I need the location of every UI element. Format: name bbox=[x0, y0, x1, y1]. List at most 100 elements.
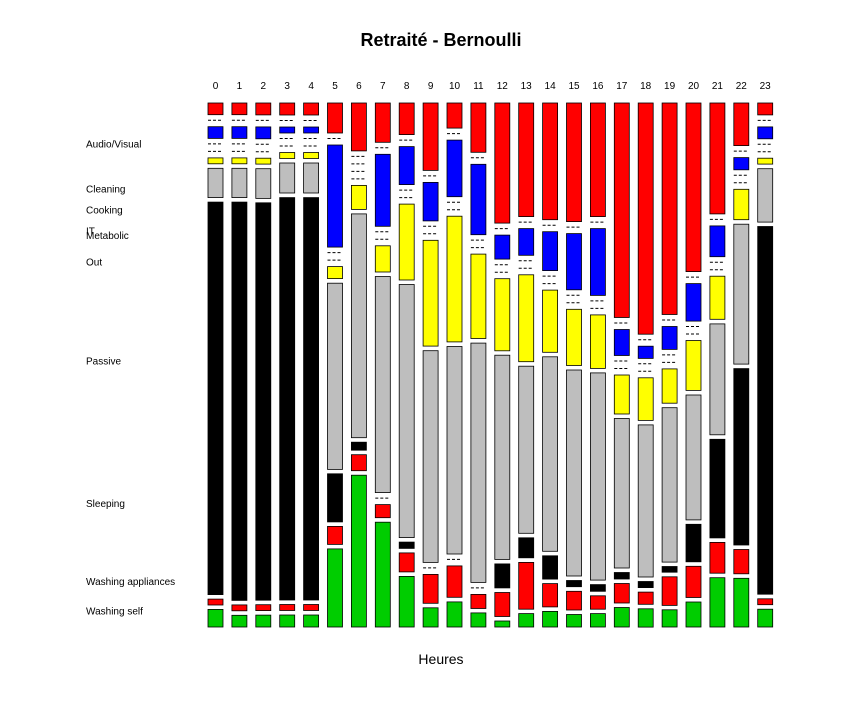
mosaic-cell bbox=[542, 611, 558, 628]
category-label: Washing self bbox=[86, 607, 143, 618]
hour-tick-label: 0 bbox=[213, 81, 219, 92]
mosaic-cell bbox=[518, 365, 535, 534]
mosaic-cell bbox=[279, 162, 296, 194]
mosaic-cell bbox=[566, 102, 582, 222]
mosaic-cell bbox=[374, 102, 391, 143]
mosaic-cell bbox=[518, 613, 535, 628]
hour-tick-label: 5 bbox=[332, 81, 338, 92]
mosaic-cell bbox=[566, 308, 582, 366]
mosaic-cell bbox=[398, 284, 415, 539]
mosaic-cell bbox=[231, 157, 248, 165]
hour-tick-label: 2 bbox=[261, 81, 267, 92]
mosaic-cell bbox=[255, 604, 272, 612]
mosaic-cell bbox=[613, 583, 630, 604]
mosaic-cell bbox=[661, 576, 678, 606]
hour-tick-label: 4 bbox=[308, 81, 314, 92]
mosaic-cell bbox=[422, 607, 439, 628]
mosaic-cell bbox=[327, 266, 343, 280]
mosaic-cell bbox=[398, 102, 415, 136]
mosaic-cell bbox=[733, 102, 750, 146]
mosaic-cell bbox=[470, 342, 487, 583]
mosaic-cell bbox=[590, 372, 606, 581]
mosaic-cell bbox=[494, 563, 511, 589]
hour-tick-label: 13 bbox=[521, 81, 533, 92]
mosaic-cell bbox=[446, 565, 463, 598]
mosaic-cell bbox=[231, 201, 248, 601]
mosaic-cell bbox=[207, 157, 224, 165]
mosaic-cell bbox=[590, 228, 606, 296]
mosaic-cell bbox=[398, 146, 415, 186]
mosaic-cell bbox=[733, 188, 750, 221]
mosaic-cell bbox=[566, 580, 582, 588]
hour-tick-label: 1 bbox=[237, 81, 243, 92]
mosaic-cell bbox=[374, 504, 391, 519]
mosaic-cell bbox=[494, 278, 511, 352]
mosaic-cell bbox=[374, 245, 391, 273]
mosaic-cell bbox=[350, 102, 367, 152]
mosaic-cell bbox=[661, 326, 678, 350]
mosaic-cell bbox=[446, 102, 463, 129]
hour-tick-label: 19 bbox=[664, 81, 676, 92]
mosaic-cell bbox=[255, 126, 272, 140]
hour-tick-label: 10 bbox=[449, 81, 461, 92]
mosaic-cell bbox=[279, 197, 296, 601]
mosaic-cell bbox=[613, 374, 630, 415]
mosaic-cell bbox=[350, 213, 367, 439]
mosaic-cell bbox=[637, 591, 654, 605]
category-label: Out bbox=[86, 257, 102, 268]
mosaic-cell bbox=[518, 102, 535, 217]
mosaic-cell bbox=[446, 139, 463, 198]
mosaic-cell bbox=[637, 377, 654, 421]
mosaic-cell bbox=[398, 541, 415, 549]
mosaic-cell bbox=[685, 565, 702, 598]
mosaic-cell bbox=[374, 153, 391, 227]
mosaic-cell bbox=[637, 345, 654, 359]
x-axis-label: Heures bbox=[418, 651, 463, 667]
mosaic-cell bbox=[303, 604, 320, 611]
mosaic-cell bbox=[590, 102, 606, 217]
mosaic-cell bbox=[661, 368, 678, 404]
mosaic-cell bbox=[446, 346, 463, 555]
hour-tick-label: 11 bbox=[473, 81, 484, 92]
mosaic-cell bbox=[661, 609, 678, 628]
hour-tick-label: 3 bbox=[284, 81, 290, 92]
mosaic-cell bbox=[757, 168, 774, 223]
mosaic-cell bbox=[207, 609, 224, 628]
mosaic-cell bbox=[350, 441, 367, 451]
mosaic-cell bbox=[613, 329, 630, 356]
mosaic-cells bbox=[207, 102, 774, 628]
mosaic-cell bbox=[303, 197, 320, 601]
mosaic-cell bbox=[685, 523, 702, 563]
mosaic-cell bbox=[542, 102, 558, 221]
mosaic-cell bbox=[661, 102, 678, 315]
category-label: Sleeping bbox=[86, 499, 125, 510]
mosaic-cell bbox=[661, 566, 678, 573]
hour-tick-labels: 0 1 2 3 4 5 6 7 8 9 10 11 12 13 14 15 16 17 18 19 20 21 22 23 bbox=[213, 81, 771, 92]
mosaic-cell bbox=[757, 157, 774, 165]
mosaic-cell bbox=[494, 592, 511, 617]
mosaic-cell bbox=[757, 608, 774, 628]
hour-tick-label: 17 bbox=[616, 81, 628, 92]
mosaic-cell bbox=[422, 181, 439, 222]
mosaic-cell bbox=[518, 562, 535, 610]
mosaic-cell bbox=[422, 574, 439, 604]
mosaic-cell bbox=[590, 595, 606, 610]
mosaic-cell bbox=[494, 234, 511, 260]
mosaic-cell bbox=[685, 283, 702, 322]
mosaic-cell bbox=[590, 314, 606, 369]
hour-tick-label: 7 bbox=[380, 81, 386, 92]
category-label: Cooking bbox=[86, 206, 123, 217]
mosaic-cell bbox=[637, 608, 654, 628]
mosaic-cell bbox=[279, 102, 296, 116]
mosaic-cell bbox=[327, 282, 343, 470]
mosaic-cell bbox=[709, 225, 726, 258]
hour-tick-label: 23 bbox=[760, 81, 772, 92]
mosaic-cell bbox=[303, 126, 320, 134]
mosaic-cell bbox=[231, 126, 248, 139]
mosaic-cell bbox=[446, 215, 463, 343]
mosaic-cell bbox=[398, 552, 415, 573]
mosaic-cell bbox=[422, 350, 439, 563]
hour-tick-label: 22 bbox=[736, 81, 748, 92]
